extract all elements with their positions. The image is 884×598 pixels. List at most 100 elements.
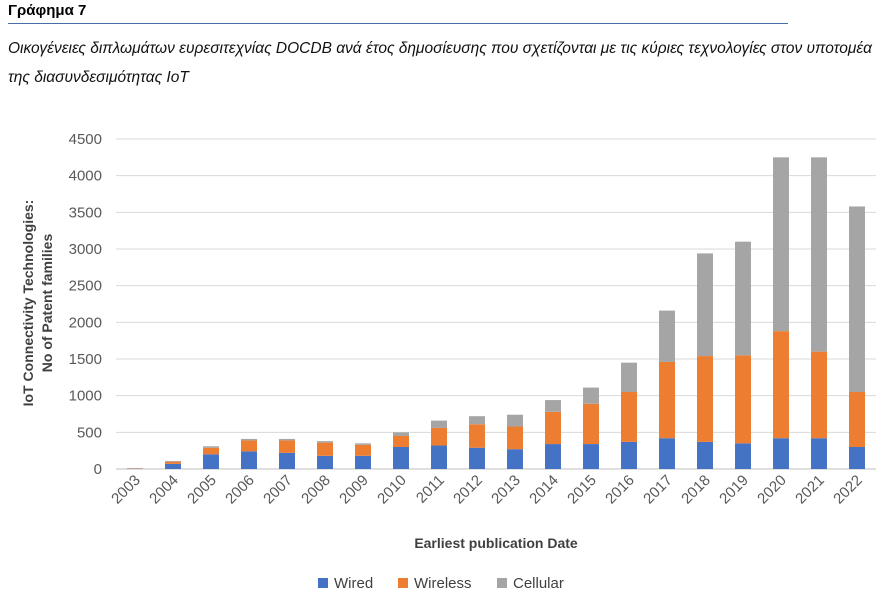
bar-cellular — [697, 253, 713, 356]
bar-wired — [811, 438, 827, 469]
x-tick-label: 2014 — [526, 472, 562, 508]
legend-label-wired: Wired — [334, 575, 373, 592]
x-tick-label: 2012 — [450, 472, 486, 508]
bar-cellular — [203, 446, 219, 447]
bar-wireless — [735, 355, 751, 443]
bar-cellular — [469, 416, 485, 424]
bar-wireless — [355, 445, 371, 456]
bar-cellular — [773, 157, 789, 331]
bar-wired — [659, 438, 675, 469]
y-tick-label: 2000 — [69, 314, 102, 331]
bar-wired — [507, 449, 523, 469]
bar-wired — [583, 444, 599, 469]
bar-cellular — [241, 439, 257, 440]
bar-wired — [203, 454, 219, 469]
bar-cellular — [583, 388, 599, 404]
x-tick-label: 2016 — [602, 472, 638, 508]
bar-cellular — [355, 443, 371, 444]
bar-wireless — [203, 448, 219, 455]
x-tick-label: 2007 — [260, 472, 296, 508]
bar-cellular — [811, 157, 827, 351]
legend-swatch-wired — [318, 578, 328, 588]
x-tick-label: 2013 — [488, 472, 524, 508]
gridlines — [116, 139, 876, 469]
bar-wired — [355, 456, 371, 469]
bar-wireless — [279, 440, 295, 452]
bar-wireless — [241, 440, 257, 451]
x-tick-labels: 2003200420052006200720082009201020112012… — [108, 472, 866, 508]
x-tick-label: 2003 — [108, 472, 144, 508]
bars — [127, 157, 865, 469]
y-tick-label: 500 — [77, 424, 102, 441]
x-tick-label: 2015 — [564, 472, 600, 508]
y-tick-label: 3000 — [69, 241, 102, 258]
legend-swatch-cellular — [497, 578, 507, 588]
bar-wireless — [697, 356, 713, 442]
y-axis-title-line-1: IoT Connectivity Technologies: — [20, 200, 36, 407]
bar-wired — [849, 447, 865, 469]
bar-cellular — [545, 400, 561, 412]
y-tick-label: 1000 — [69, 388, 102, 405]
bar-wireless — [773, 331, 789, 438]
x-tick-label: 2022 — [830, 472, 866, 508]
x-tick-label: 2020 — [754, 472, 790, 508]
bar-wireless — [545, 412, 561, 444]
bar-cellular — [165, 461, 181, 462]
bar-wireless — [393, 436, 409, 447]
x-tick-label: 2019 — [716, 472, 752, 508]
bar-cellular — [431, 421, 447, 428]
x-tick-label: 2021 — [792, 472, 828, 508]
bar-wireless — [469, 424, 485, 447]
stacked-bar-chart: 0 500 1000 1500 2000 2500 3000 3500 4000 4500 200… — [0, 0, 884, 598]
y-tick-label: 1500 — [69, 351, 102, 368]
bar-wireless — [431, 428, 447, 446]
x-tick-label: 2017 — [640, 472, 676, 508]
y-axis-title-line-2: No of Patent families — [39, 234, 55, 373]
x-axis-title: Earliest publication Date — [414, 535, 578, 551]
y-tick-labels: 0 500 1000 1500 2000 2500 3000 3500 4000 4500 — [69, 131, 102, 478]
bar-wireless — [317, 443, 333, 456]
bar-cellular — [393, 432, 409, 436]
x-tick-label: 2009 — [336, 472, 372, 508]
legend: Wired Wireless Cellular — [318, 575, 564, 592]
bar-wireless — [507, 426, 523, 449]
bar-wireless — [659, 362, 675, 438]
y-tick-label: 4000 — [69, 168, 102, 185]
bar-cellular — [849, 206, 865, 392]
y-tick-label: 3500 — [69, 204, 102, 221]
bar-wired — [165, 464, 181, 469]
bar-wired — [279, 453, 295, 469]
bar-wired — [735, 443, 751, 469]
legend-label-cellular: Cellular — [513, 575, 564, 592]
bar-cellular — [279, 439, 295, 440]
y-tick-label: 2500 — [69, 278, 102, 295]
bar-cellular — [507, 415, 523, 427]
bar-wireless — [849, 392, 865, 447]
legend-swatch-wireless — [398, 578, 408, 588]
x-tick-label: 2010 — [374, 472, 410, 508]
legend-label-wireless: Wireless — [414, 575, 472, 592]
bar-wireless — [811, 352, 827, 439]
bar-wired — [545, 444, 561, 469]
x-tick-label: 2004 — [146, 472, 182, 508]
x-tick-label: 2008 — [298, 472, 334, 508]
bar-wired — [697, 442, 713, 469]
bar-cellular — [317, 441, 333, 442]
bar-wired — [469, 448, 485, 469]
bar-wireless — [583, 404, 599, 444]
bar-wired — [773, 438, 789, 469]
bar-wired — [393, 447, 409, 469]
y-tick-label: 0 — [94, 461, 102, 478]
bar-cellular — [621, 363, 637, 392]
x-tick-label: 2005 — [184, 472, 220, 508]
bar-wired — [621, 442, 637, 469]
x-tick-label: 2011 — [413, 472, 448, 507]
x-tick-label: 2006 — [222, 472, 258, 508]
bar-wired — [431, 446, 447, 469]
bar-wireless — [621, 392, 637, 442]
bar-cellular — [659, 311, 675, 362]
bar-wired — [241, 451, 257, 469]
y-tick-label: 4500 — [69, 131, 102, 148]
bar-wireless — [165, 462, 181, 464]
x-tick-label: 2018 — [678, 472, 714, 508]
